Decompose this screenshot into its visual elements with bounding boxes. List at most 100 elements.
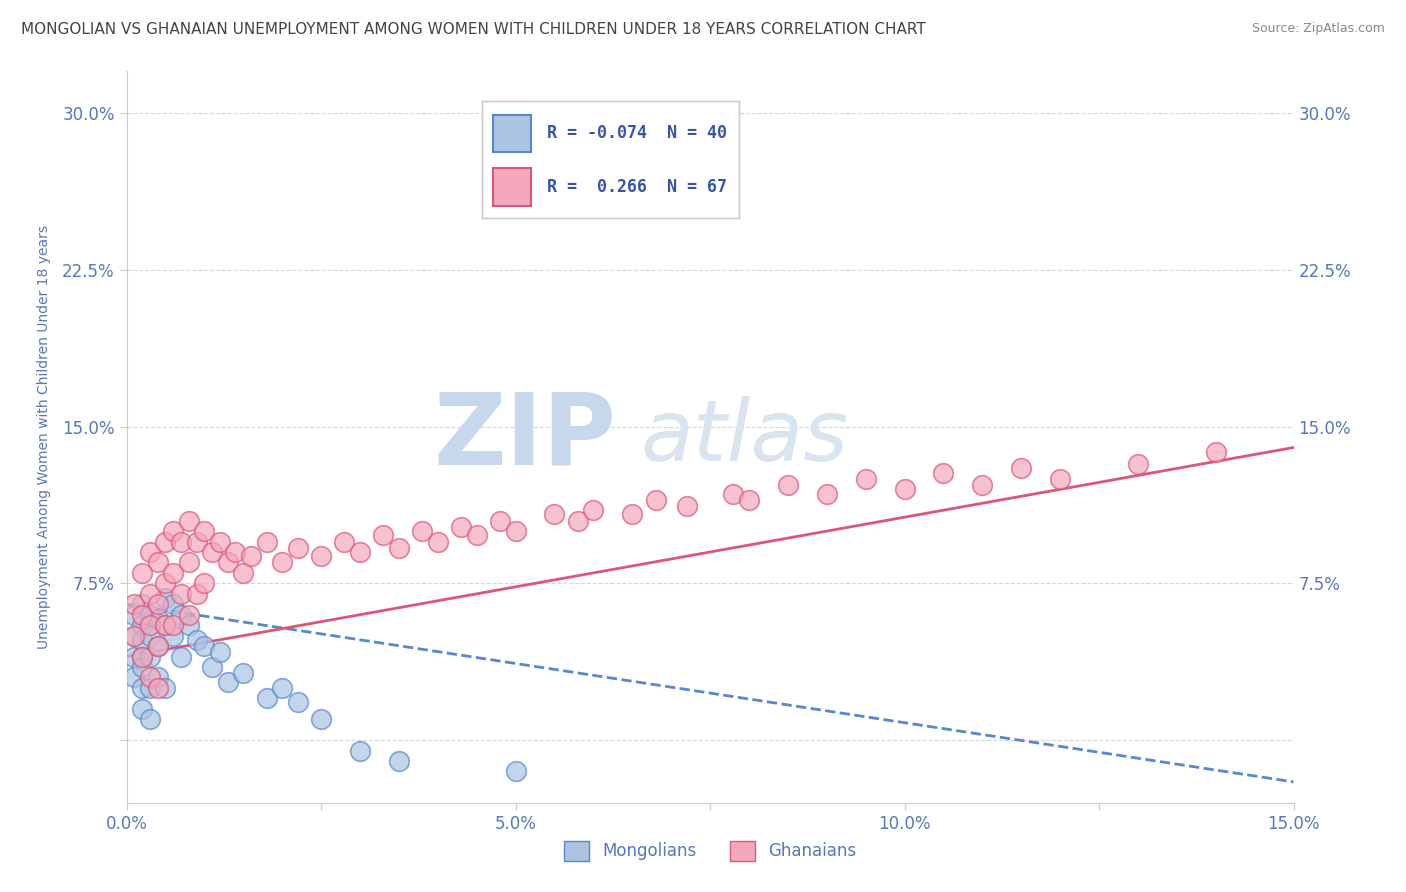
- Point: [186, 534, 208, 549]
- Point: [131, 702, 153, 716]
- Point: [333, 534, 356, 549]
- Point: [621, 508, 644, 522]
- Point: [723, 486, 745, 500]
- Point: [208, 534, 231, 549]
- Point: [177, 607, 200, 622]
- Point: [932, 466, 955, 480]
- Point: [124, 670, 146, 684]
- Point: [232, 666, 254, 681]
- Point: [139, 649, 162, 664]
- Point: [644, 179, 666, 194]
- Text: Source: ZipAtlas.com: Source: ZipAtlas.com: [1251, 22, 1385, 36]
- Point: [139, 587, 162, 601]
- Point: [644, 492, 666, 507]
- Point: [124, 629, 146, 643]
- Point: [124, 629, 146, 643]
- Point: [776, 478, 799, 492]
- Point: [465, 528, 488, 542]
- Point: [893, 483, 915, 497]
- Point: [131, 649, 153, 664]
- Point: [193, 639, 215, 653]
- Point: [177, 618, 200, 632]
- Point: [675, 499, 697, 513]
- Point: [124, 597, 146, 611]
- Point: [543, 508, 565, 522]
- Point: [131, 607, 153, 622]
- Point: [162, 597, 184, 611]
- Point: [1205, 444, 1227, 458]
- Point: [124, 607, 146, 622]
- Point: [271, 681, 294, 695]
- Point: [388, 541, 411, 555]
- Point: [972, 478, 994, 492]
- Point: [146, 681, 169, 695]
- Point: [271, 556, 294, 570]
- Point: [738, 492, 761, 507]
- Point: [139, 607, 162, 622]
- Text: atlas: atlas: [640, 395, 848, 479]
- Point: [170, 534, 193, 549]
- Point: [287, 541, 309, 555]
- Point: [567, 514, 589, 528]
- Point: [131, 649, 153, 664]
- Point: [146, 612, 169, 626]
- Point: [426, 534, 449, 549]
- Point: [162, 566, 184, 580]
- Point: [201, 545, 224, 559]
- Point: [489, 514, 512, 528]
- Point: [162, 629, 184, 643]
- Point: [177, 514, 200, 528]
- Point: [155, 576, 177, 591]
- Point: [131, 618, 153, 632]
- Point: [124, 649, 146, 664]
- Point: [162, 618, 184, 632]
- Point: [146, 639, 169, 653]
- Point: [388, 754, 411, 768]
- Point: [855, 472, 877, 486]
- Point: [131, 597, 153, 611]
- Point: [146, 556, 169, 570]
- Point: [287, 696, 309, 710]
- Y-axis label: Unemployment Among Women with Children Under 18 years: Unemployment Among Women with Children U…: [37, 225, 51, 649]
- Point: [155, 681, 177, 695]
- Point: [349, 743, 371, 757]
- Point: [193, 524, 215, 538]
- Point: [139, 618, 162, 632]
- Point: [450, 520, 472, 534]
- Point: [217, 556, 239, 570]
- Point: [186, 632, 208, 647]
- Point: [349, 545, 371, 559]
- Point: [131, 566, 153, 580]
- Point: [170, 587, 193, 601]
- Point: [240, 549, 263, 564]
- Point: [217, 674, 239, 689]
- Point: [309, 712, 332, 726]
- Point: [256, 691, 278, 706]
- Point: [411, 524, 433, 538]
- Point: [170, 649, 193, 664]
- Point: [208, 645, 231, 659]
- Point: [146, 597, 169, 611]
- Point: [505, 524, 527, 538]
- Point: [193, 576, 215, 591]
- Point: [139, 670, 162, 684]
- Point: [146, 639, 169, 653]
- Point: [1010, 461, 1032, 475]
- Point: [373, 528, 395, 542]
- Point: [177, 556, 200, 570]
- Point: [131, 632, 153, 647]
- Point: [139, 545, 162, 559]
- Point: [139, 712, 162, 726]
- Text: MONGOLIAN VS GHANAIAN UNEMPLOYMENT AMONG WOMEN WITH CHILDREN UNDER 18 YEARS CORR: MONGOLIAN VS GHANAIAN UNEMPLOYMENT AMONG…: [21, 22, 925, 37]
- Text: ZIP: ZIP: [434, 389, 617, 485]
- Point: [582, 503, 605, 517]
- Point: [224, 545, 246, 559]
- Point: [139, 629, 162, 643]
- Point: [815, 486, 838, 500]
- Point: [131, 681, 153, 695]
- Point: [170, 607, 193, 622]
- Point: [505, 764, 527, 779]
- Point: [139, 681, 162, 695]
- Point: [155, 591, 177, 605]
- Legend: Mongolians, Ghanaians: Mongolians, Ghanaians: [557, 834, 863, 868]
